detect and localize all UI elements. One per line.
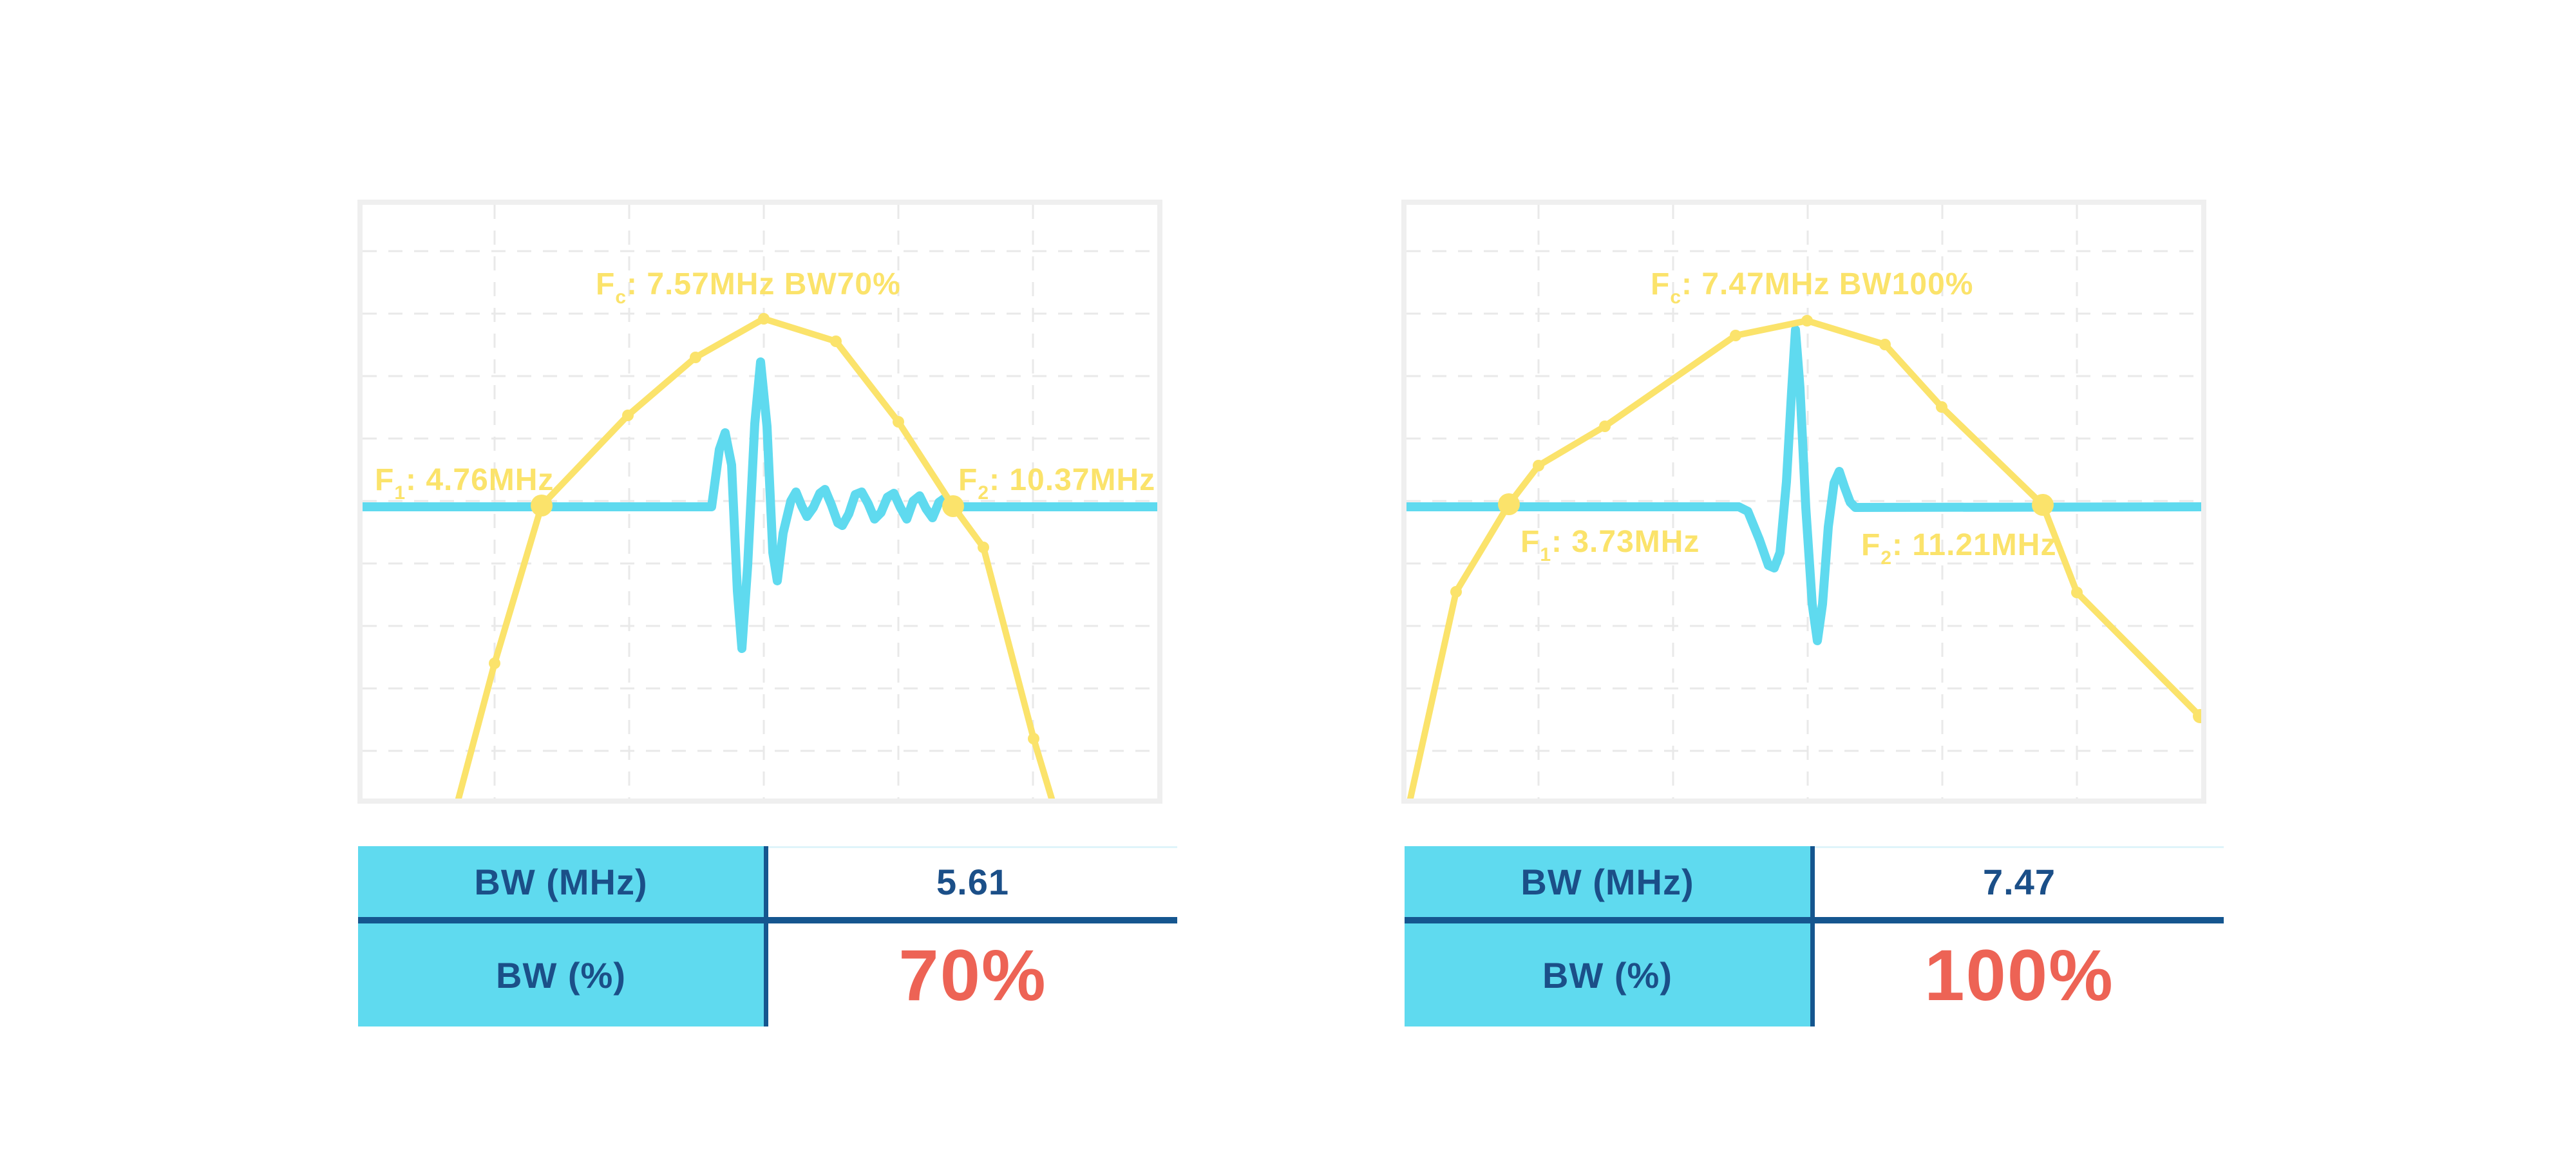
bw-mhz-value: 5.61 [936,861,1009,902]
chart-broadband-plot [1406,205,2201,799]
annotation-f2: F2: 10.37MHz [958,465,1155,503]
annotation-f1: F1: 3.73MHz [1520,527,1700,565]
annotation-f1-rest: : 3.73MHz [1551,525,1700,559]
annotation-f2-pre: F [1861,528,1881,562]
chart-broadband: Fc: 7.47MHz BW100% F1: 3.73MHz F2: 11.21… [1401,200,2206,804]
table-row: BW (MHz) [358,846,764,917]
table-value-top-border [768,846,1177,848]
bw-table-broadband: BW (MHz) 7.47 BW (%) 100% [1405,846,2224,1026]
annotation-f2-sub: 2 [1880,547,1893,569]
chart-narrowband: Fc: 7.57MHz BW70% F1: 4.76MHz F2: 10.37M… [357,200,1162,804]
table-row: BW (%) [358,923,764,1026]
table-value-top-border [1815,846,2224,848]
annotation-fc-pre: F [596,267,616,301]
annotation-f2-rest: : 10.37MHz [989,463,1156,497]
annotation-f2: F2: 11.21MHz [1861,530,2056,568]
table-row: 100% [1815,923,2224,1026]
bw-table-narrowband: BW (MHz) 5.61 BW (%) 70% [358,846,1177,1026]
table-row: BW (MHz) [1405,846,1810,917]
table-row: 5.61 [768,846,1177,917]
table-column-divider [764,846,768,1026]
annotation-f1: F1: 4.76MHz [375,465,554,503]
bw-pct-label: BW (%) [1542,954,1672,996]
table-column-divider [1810,846,1815,1026]
bw-pct-label: BW (%) [496,954,626,996]
bw-mhz-label: BW (MHz) [474,861,648,902]
bw-mhz-label: BW (MHz) [1520,861,1694,902]
annotation-f1-sub: 1 [394,482,406,504]
table-header-column [1405,846,1810,1026]
annotation-fc-rest: : 7.57MHz BW70% [627,267,901,301]
annotation-f1-sub: 1 [1540,544,1552,565]
annotation-fc-rest: : 7.47MHz BW100% [1681,267,1974,301]
table-row: 7.47 [1815,846,2224,917]
bw-pct-value: 100% [1924,934,2114,1016]
table-header-column [358,846,764,1026]
annotation-fc-pre: F [1651,267,1671,301]
table-row: BW (%) [1405,923,1810,1026]
annotation-f2-rest: : 11.21MHz [1892,528,2057,562]
annotation-f2-pre: F [958,463,978,497]
annotation-fc-sub: c [615,287,627,308]
annotation-f2-sub: 2 [978,482,990,504]
table-row: 70% [768,923,1177,1026]
annotation-fc: Fc: 7.57MHz BW70% [596,269,901,307]
annotation-f1-rest: : 4.76MHz [406,463,554,497]
bw-mhz-value: 7.47 [1983,861,2056,902]
chart-narrowband-plot [363,205,1157,799]
annotation-fc: Fc: 7.47MHz BW100% [1651,269,1973,307]
annotation-f1-pre: F [375,463,395,497]
bw-pct-value: 70% [898,934,1047,1016]
annotation-f1-pre: F [1520,525,1540,559]
annotation-fc-sub: c [1670,287,1682,308]
